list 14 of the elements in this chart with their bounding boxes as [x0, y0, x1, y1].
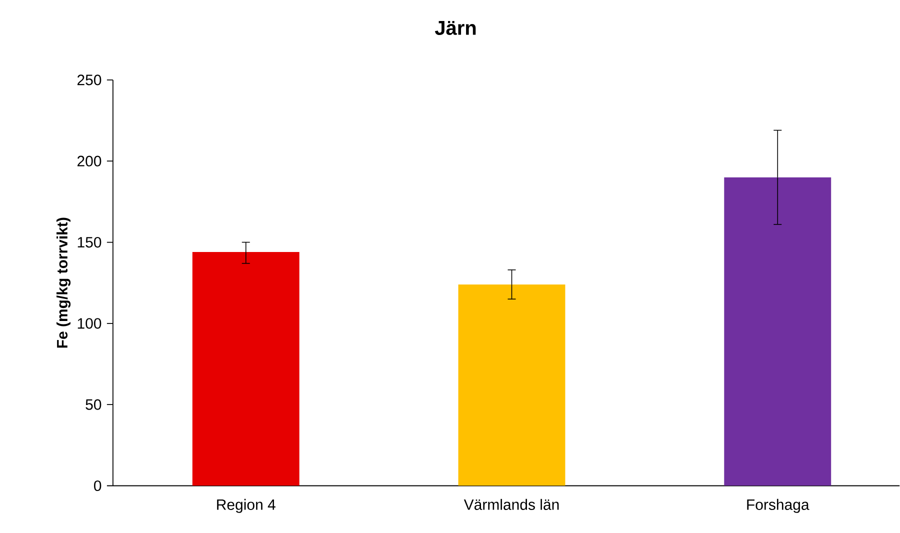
y-tick-label: 100 — [78, 318, 102, 329]
bar — [724, 177, 832, 486]
x-tick-label: Forshaga — [747, 499, 810, 514]
y-tick-label: 250 — [77, 74, 102, 86]
chart-title: Järn — [434, 21, 476, 36]
y-tick-label: 50 — [86, 399, 102, 410]
x-tick-label: Värmlands län — [464, 499, 559, 510]
bar — [192, 252, 300, 486]
bar — [458, 284, 566, 486]
y-tick-label: 200 — [77, 156, 102, 167]
y-tick-label: 0 — [94, 480, 102, 492]
y-tick-label: 150 — [78, 237, 102, 248]
x-tick-label: Region 4 — [217, 499, 276, 514]
y-axis-title: Fe (mg/kg torrvikt) — [56, 218, 71, 348]
